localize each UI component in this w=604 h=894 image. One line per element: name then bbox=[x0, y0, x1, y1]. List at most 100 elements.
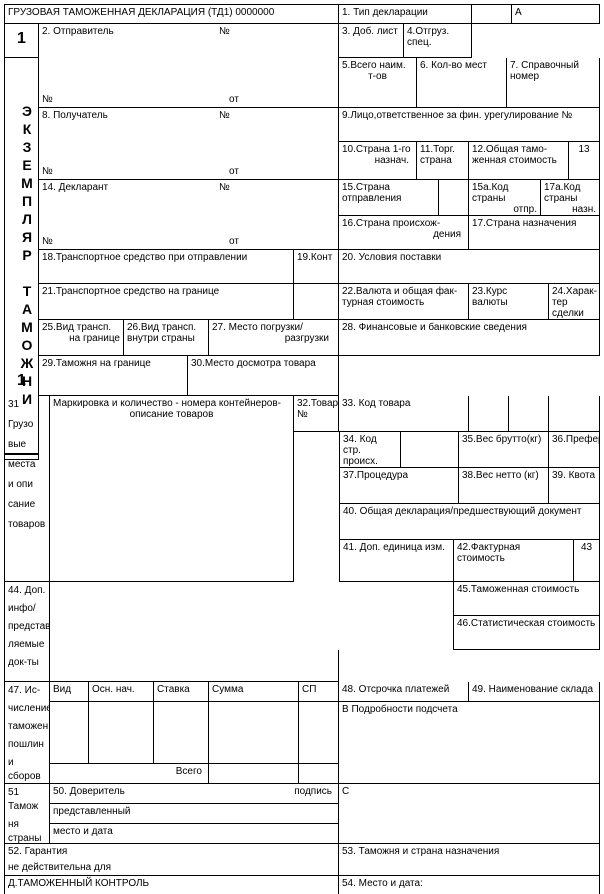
cell-18: 18.Транспортное средство при отправлении bbox=[39, 250, 294, 284]
cell-48: 48. Отсрочка платежей bbox=[339, 682, 469, 702]
row-vsego-sum bbox=[209, 764, 299, 784]
col-stavka: Ставка bbox=[154, 682, 209, 702]
cell-b: В Подробности подсчета bbox=[339, 702, 600, 784]
cell-17: 17.Страна назначения bbox=[469, 216, 600, 250]
cell-52: 52. Гарантия bbox=[4, 844, 339, 860]
cell-blank-32c bbox=[294, 468, 339, 504]
cell-blank-right bbox=[339, 356, 600, 396]
cell-46: 46.Статистическая стоимость bbox=[454, 616, 600, 650]
cell-35: 35.Вес брутто(кг) bbox=[459, 432, 549, 468]
cell-33: 33. Код товара bbox=[339, 396, 469, 432]
cell-16: 16.Страна происхож-дения bbox=[339, 216, 469, 250]
col-vid: Вид bbox=[49, 682, 89, 702]
cell-24: 24.Харак-тер сделки bbox=[549, 284, 600, 320]
cell-8-recipient: 8. Получатель№ bbox=[39, 108, 339, 128]
cell-36: 36.Префер bbox=[549, 432, 600, 468]
cell-33b bbox=[469, 396, 509, 432]
cell-47-label: 47. Ис- числение таможен. пошлин и сборо… bbox=[4, 682, 49, 784]
cell-53: 53. Таможня и страна назначения bbox=[339, 844, 600, 876]
cell-9: 9.Лицо,ответственное за фин. урегулирова… bbox=[339, 108, 600, 142]
cell-22: 22.Валюта и общая фак-турная стоимость bbox=[339, 284, 469, 320]
cell-34b bbox=[401, 432, 459, 468]
cell-30: 30.Место досмотра товара bbox=[188, 356, 339, 396]
cell-26: 26.Вид трансп.внутри страны bbox=[124, 320, 209, 356]
cell-1-type: 1. Тип декларации bbox=[339, 4, 472, 24]
cell-50b: место и дата bbox=[49, 824, 339, 844]
cell-44-body3 bbox=[49, 650, 339, 682]
cell-39: 39. Квота bbox=[549, 468, 600, 504]
cell-14-declarant: 14. Декларант№ bbox=[39, 180, 339, 200]
cell-17a: 17а.Код страныназн. bbox=[541, 180, 600, 216]
cell-13: 13 bbox=[569, 142, 600, 180]
col-summa: Сумма bbox=[209, 682, 299, 702]
cell-41: 41. Доп. единица изм. bbox=[339, 540, 454, 582]
cell-38: 38.Вес нетто (кг) bbox=[459, 468, 549, 504]
cell-8-body: № от bbox=[39, 128, 339, 180]
row-vsego-sp bbox=[299, 764, 339, 784]
cell-6: 6. Кол-во мест bbox=[417, 58, 507, 108]
copy-label-vertical: ЭКЗЕМПЛЯР ТАМОЖНИ bbox=[4, 58, 39, 454]
col-summa-body bbox=[209, 702, 299, 764]
cell-5: 5.Всего наим.т-ов bbox=[339, 58, 417, 108]
row-vsego-label: Всего bbox=[49, 764, 209, 784]
cell-20: 20. Условия поставки bbox=[339, 250, 600, 284]
cell-19: 19.Конт bbox=[294, 250, 339, 284]
cell-c: С bbox=[339, 784, 600, 844]
cell-43: 43 bbox=[574, 540, 600, 582]
cell-21b bbox=[294, 284, 339, 320]
cell-d: Д.ТАМОЖЕННЫЙ КОНТРОЛЬ bbox=[4, 876, 339, 894]
cell-15: 15.Странаотправления bbox=[339, 180, 439, 216]
cell-2-sender: 2. Отправитель№ bbox=[39, 24, 339, 58]
cell-blank-32b bbox=[294, 432, 339, 468]
cell-10: 10.Страна 1-гоназнач. bbox=[339, 142, 417, 180]
cell-3: 3. Доб. лист bbox=[339, 24, 404, 58]
cell-4: 4.Отгруз.спец. bbox=[404, 24, 472, 58]
cell-34: 34. Код стр. происх. bbox=[339, 432, 401, 468]
cell-21: 21.Транспортное средство на границе bbox=[39, 284, 294, 320]
cell-51-label: 51 Тамож ня страны транзита bbox=[4, 784, 49, 844]
cell-1-a: А bbox=[512, 4, 600, 24]
cell-40: 40. Общая декларация/предшествующий доку… bbox=[339, 504, 600, 540]
cell-12: 12.Общая тамо-женная стоимость bbox=[469, 142, 569, 180]
cell-37: 37.Процедура bbox=[339, 468, 459, 504]
cell-31-body: Маркировка и количество - номера контейн… bbox=[49, 396, 294, 582]
cell-42: 42.Фактурная стоимость bbox=[454, 540, 574, 582]
cell-23: 23.Курс валюты bbox=[469, 284, 549, 320]
col-sp-body bbox=[299, 702, 339, 764]
cell-blank-32e bbox=[294, 540, 339, 582]
cell-blank-32d bbox=[294, 504, 339, 540]
cell-32: 32.Товар№ bbox=[294, 396, 339, 432]
cell-7: 7. Справочныйномер bbox=[507, 58, 600, 108]
cell-27: 27. Место погрузки/разгрузки bbox=[209, 320, 339, 356]
cell-blank-44r bbox=[339, 650, 600, 682]
cell-33c bbox=[509, 396, 549, 432]
col-stavka-body bbox=[154, 702, 209, 764]
col-osn-body bbox=[89, 702, 154, 764]
cell-50: 50. Доверительподпись bbox=[49, 784, 339, 804]
cell-14-body: № от bbox=[39, 200, 339, 250]
cell-25: 25.Вид трансп.на границе bbox=[39, 320, 124, 356]
cell-44-label: 44. Доп. инфо/ представ ляемые док-ты bbox=[4, 582, 49, 682]
col-sp: СП bbox=[299, 682, 339, 702]
cell-49: 49. Наименование склада bbox=[469, 682, 600, 702]
col-vid-body bbox=[49, 702, 89, 764]
cell-52a: не действительна для bbox=[4, 860, 339, 876]
cell-54: 54. Место и дата: bbox=[339, 876, 600, 894]
cell-44-body1 bbox=[49, 582, 454, 616]
cell-11: 11.Торг.страна bbox=[417, 142, 469, 180]
cell-31-label: 31 Грузо вые места и опи сание товаров bbox=[4, 396, 49, 582]
cell-29: 29.Таможня на границе bbox=[39, 356, 188, 396]
col-osn: Осн. нач. bbox=[89, 682, 154, 702]
copy-number-1a: 1 bbox=[4, 24, 39, 58]
cell-15a: 15а.Код страныотпр. bbox=[469, 180, 541, 216]
cell-50a: представленный bbox=[49, 804, 339, 824]
cell-44-body2 bbox=[49, 616, 454, 650]
cell-2-body: № от bbox=[39, 58, 339, 108]
cell-28: 28. Финансовые и банковские сведения bbox=[339, 320, 600, 356]
cell-15-sub bbox=[439, 180, 469, 216]
cell-33d bbox=[549, 396, 600, 432]
cell-blank-1 bbox=[472, 24, 600, 58]
cell-45: 45.Таможенная стоимость bbox=[454, 582, 600, 616]
cell-1-sub1 bbox=[472, 4, 512, 24]
form-header: ГРУЗОВАЯ ТАМОЖЕННАЯ ДЕКЛАРАЦИЯ (ТД1) 000… bbox=[4, 4, 339, 24]
